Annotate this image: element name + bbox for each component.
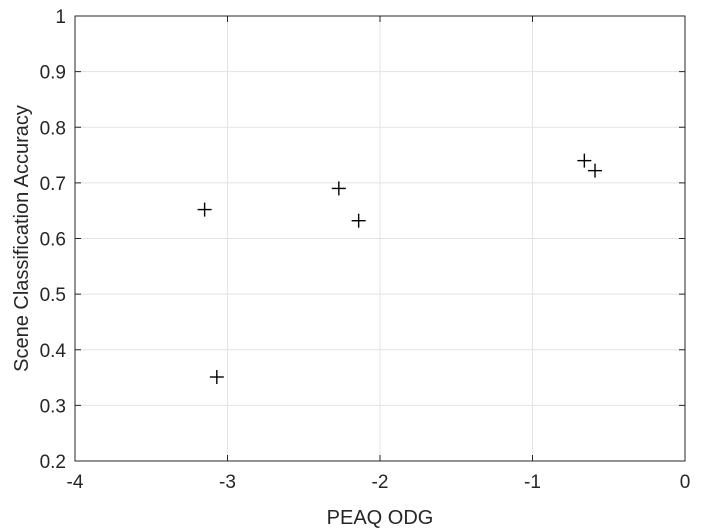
y-tick-label: 1 [55, 7, 66, 28]
data-point [331, 181, 346, 196]
data-point [577, 153, 592, 168]
y-tick-label: 0.6 [40, 230, 66, 251]
x-tick-label: -4 [67, 472, 84, 493]
y-tick-label: 0.7 [40, 174, 66, 195]
axis-ticks: -4 -3 -2 -1 0 0.2 0.3 0.4 0.5 0.6 0.7 0.8 0.9 1 [40, 7, 691, 493]
data-point [209, 370, 224, 385]
x-axis-label: PEAQ ODG [327, 507, 434, 529]
y-tick-label: 0.8 [40, 118, 66, 139]
y-axis-label: Scene Classification Accuracy [11, 105, 33, 372]
x-tick-label: -2 [372, 472, 389, 493]
data-point [351, 213, 366, 228]
data-point [588, 163, 603, 178]
y-tick-label: 0.2 [40, 452, 66, 473]
y-tick-label: 0.5 [40, 285, 66, 306]
y-tick-label: 0.9 [40, 63, 66, 84]
x-tick-label: 0 [680, 472, 691, 493]
data-point [197, 202, 212, 217]
y-tick-label: 0.3 [40, 396, 66, 417]
grid [75, 16, 685, 461]
x-tick-label: -3 [219, 472, 236, 493]
x-tick-label: -1 [524, 472, 541, 493]
y-tick-label: 0.4 [40, 341, 67, 362]
data-points [197, 153, 603, 385]
